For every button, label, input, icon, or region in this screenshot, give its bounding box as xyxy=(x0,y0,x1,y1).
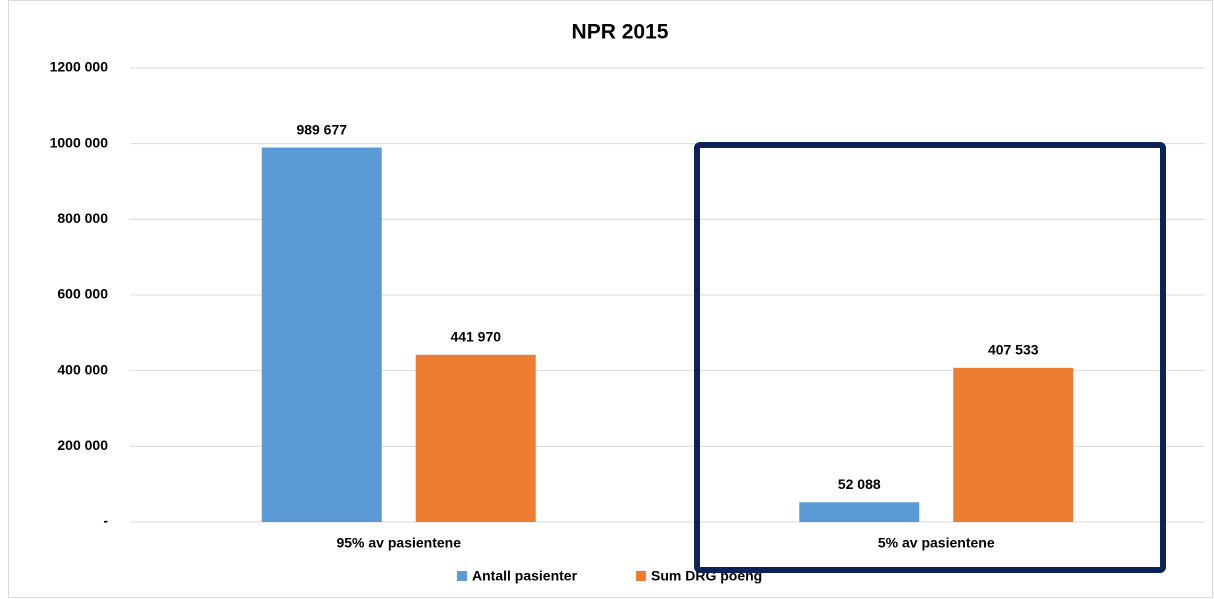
legend-swatch xyxy=(636,571,646,581)
y-tick-label: 600 000 xyxy=(57,286,108,302)
bar xyxy=(261,147,382,522)
legend-label: Antall pasienter xyxy=(472,568,578,584)
y-tick-label: 1200 000 xyxy=(50,59,109,75)
bar xyxy=(799,502,920,522)
y-tick-label: 200 000 xyxy=(57,437,108,453)
x-tick-label: 95% av pasientene xyxy=(336,535,461,551)
y-tick-label: - xyxy=(103,513,108,529)
legend-swatch xyxy=(457,571,467,581)
x-tick-label: 5% av pasientene xyxy=(878,535,995,551)
y-tick-label: 400 000 xyxy=(57,361,108,377)
bar xyxy=(415,354,536,522)
data-label: 989 677 xyxy=(296,121,347,137)
highlight-box xyxy=(694,142,1166,573)
bar xyxy=(953,367,1074,522)
y-tick-label: 1000 000 xyxy=(50,134,109,150)
data-label: 407 533 xyxy=(988,342,1039,358)
y-tick-label: 800 000 xyxy=(57,210,108,226)
data-label: 441 970 xyxy=(450,328,501,344)
chart-title: NPR 2015 xyxy=(572,21,669,44)
data-label: 52 088 xyxy=(838,476,881,492)
